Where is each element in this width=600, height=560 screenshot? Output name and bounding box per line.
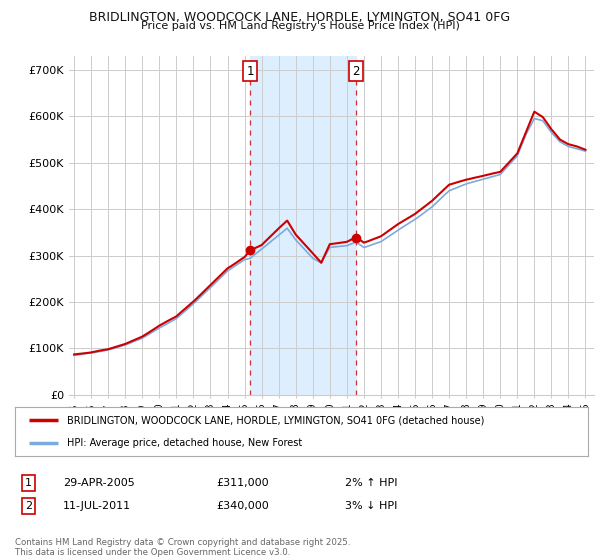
Text: BRIDLINGTON, WOODCOCK LANE, HORDLE, LYMINGTON, SO41 0FG (detached house): BRIDLINGTON, WOODCOCK LANE, HORDLE, LYMI… [67, 416, 484, 426]
Text: BRIDLINGTON, WOODCOCK LANE, HORDLE, LYMINGTON, SO41 0FG: BRIDLINGTON, WOODCOCK LANE, HORDLE, LYMI… [89, 11, 511, 24]
Text: 11-JUL-2011: 11-JUL-2011 [63, 501, 131, 511]
Text: Price paid vs. HM Land Registry's House Price Index (HPI): Price paid vs. HM Land Registry's House … [140, 21, 460, 31]
Text: HPI: Average price, detached house, New Forest: HPI: Average price, detached house, New … [67, 438, 302, 448]
Text: Contains HM Land Registry data © Crown copyright and database right 2025.
This d: Contains HM Land Registry data © Crown c… [15, 538, 350, 557]
Text: 1: 1 [25, 478, 32, 488]
Text: £340,000: £340,000 [216, 501, 269, 511]
Text: 1: 1 [247, 65, 254, 78]
Text: 3% ↓ HPI: 3% ↓ HPI [345, 501, 397, 511]
Text: 29-APR-2005: 29-APR-2005 [63, 478, 135, 488]
Bar [250, 56, 356, 395]
Text: 2% ↑ HPI: 2% ↑ HPI [345, 478, 398, 488]
Text: 2: 2 [352, 65, 360, 78]
Text: 2: 2 [25, 501, 32, 511]
Text: £311,000: £311,000 [216, 478, 269, 488]
